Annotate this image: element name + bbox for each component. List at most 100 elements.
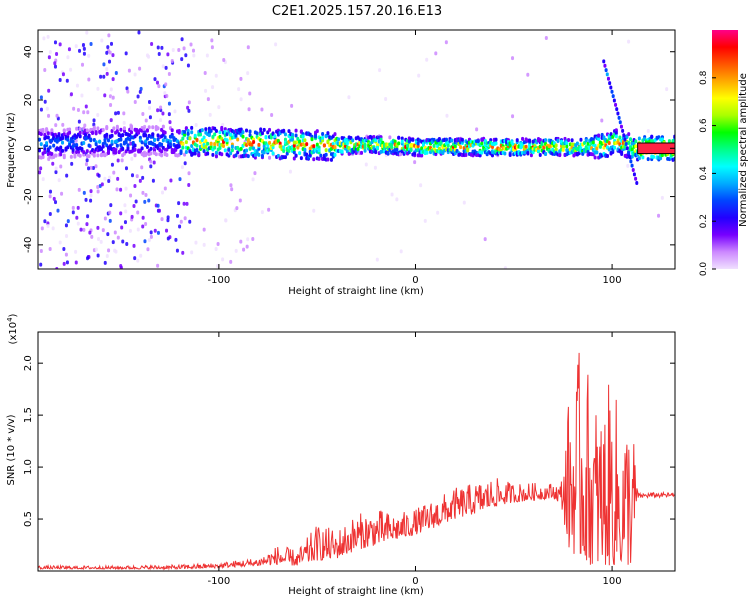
spectrogram-cell	[96, 153, 100, 158]
spectrogram-cell	[345, 141, 349, 146]
spectrogram-cell	[38, 148, 41, 153]
spectrogram-cell	[52, 143, 56, 148]
spectrogram-cell	[156, 263, 160, 268]
spectrogram-cell	[214, 129, 218, 134]
spectrogram-cell	[124, 51, 128, 56]
spectrogram-cell	[139, 86, 143, 91]
spectrogram-cell	[109, 118, 113, 123]
spectrogram-cell	[646, 157, 650, 162]
spectrogram-cell	[199, 132, 203, 137]
spectrogram-cell	[262, 127, 266, 132]
spectrogram-cell	[252, 140, 256, 145]
spectrogram-cell	[204, 144, 208, 149]
spectrogram-cell	[111, 53, 115, 58]
spectrogram-cell	[480, 141, 484, 146]
spectrogram-cell	[253, 171, 257, 176]
spectrogram-cell	[209, 141, 213, 146]
snr-line	[38, 352, 675, 571]
spectrogram-cell	[641, 155, 645, 160]
spectrogram-cell	[121, 239, 125, 244]
spectrogram-cell	[406, 143, 410, 148]
spectrogram-cell	[301, 134, 305, 139]
spectrogram-cell	[602, 135, 606, 140]
spectrogram-cell	[208, 112, 212, 117]
spectrogram-cell	[96, 225, 100, 230]
spectrogram-cell	[140, 146, 144, 151]
spectrogram-cell	[185, 201, 189, 206]
spectrogram-cell	[271, 151, 275, 156]
snr-panel: -100 0 100 0.5 1.0 1.5 2.0 Height of straight…	[6, 313, 676, 597]
spectrogram-cell	[288, 169, 292, 174]
spectrogram-cell	[116, 176, 120, 181]
spectrogram-cell	[103, 93, 107, 98]
spectrogram-cell	[236, 150, 240, 155]
spectrogram-cell	[420, 146, 424, 151]
spectrogram-frame	[37, 29, 676, 270]
spectrogram-cell	[124, 186, 128, 191]
spectrogram-cell	[83, 123, 87, 128]
spectrogram-cell	[260, 107, 264, 112]
spectrogram-cell	[149, 159, 153, 164]
spectrogram-cell	[360, 150, 364, 155]
snr-frame	[37, 331, 676, 572]
spectrogram-cell	[629, 159, 633, 164]
spectrogram-cell	[144, 192, 148, 197]
spectrogram-cell	[149, 234, 153, 239]
spectrogram-cell	[299, 156, 303, 161]
spectrogram-cell	[584, 138, 588, 143]
spectrogram-cell	[450, 138, 454, 143]
spectrogram-cell	[70, 161, 74, 166]
spectrogram-cell	[337, 137, 341, 142]
spectrogram-cell	[190, 125, 194, 130]
spectrogram-cell	[262, 150, 266, 155]
spectrogram-cell	[43, 149, 47, 154]
spectrogram-cell	[315, 129, 319, 134]
spectrogram-cell	[282, 149, 286, 154]
spectrogram-cell	[52, 196, 56, 201]
spectrogram-cell	[554, 143, 558, 148]
spectrogram-cell	[39, 166, 43, 171]
spectrogram-cell	[165, 228, 169, 233]
spectrogram-cell	[333, 145, 337, 150]
spectrogram-cell	[189, 42, 193, 47]
spectrogram-cell	[85, 128, 89, 133]
spectrogram-cell	[156, 203, 160, 208]
spectrogram-cell	[109, 41, 113, 46]
spectrogram-cell	[71, 139, 75, 144]
spectrogram-cell	[375, 257, 379, 262]
spectrogram-cell	[58, 77, 62, 82]
spectrogram-cell	[561, 147, 565, 152]
spectrogram-cell	[178, 177, 182, 182]
spectrogram-cell	[632, 172, 636, 177]
spectrogram-cell	[188, 219, 192, 224]
spectrogram-cell	[565, 140, 569, 145]
spectrogram-cell	[109, 102, 113, 107]
spectrogram-cell	[167, 71, 171, 76]
spectrogram-cell	[299, 129, 303, 134]
spectrogram-cell	[103, 137, 107, 142]
spectrogram-cell	[194, 240, 198, 245]
spectrogram-cell	[154, 152, 158, 157]
spectrogram-cell	[89, 137, 93, 142]
spectrogram-cell	[326, 131, 330, 136]
spectrogram-cell	[420, 153, 424, 158]
spectrogram-cell	[460, 137, 464, 142]
spectrogram-cell	[174, 237, 178, 242]
spectrogram-cell	[614, 102, 618, 107]
spectrogram-cell	[317, 148, 321, 153]
spectrogram-cell	[375, 145, 379, 150]
spectrogram-cell	[136, 258, 140, 263]
spectrogram-cell	[62, 128, 66, 133]
spectrogram-cell	[267, 207, 271, 212]
spectrogram-cell	[122, 111, 126, 116]
spectrogram-cell	[180, 165, 184, 170]
spectrogram-cell	[156, 230, 160, 235]
spectrogram-cell	[187, 183, 191, 188]
spectrogram-cell	[270, 112, 274, 117]
spectrogram-cell	[205, 53, 209, 58]
spectrogram-cell	[322, 143, 326, 148]
spectrogram-cell	[624, 141, 628, 146]
spectrogram-cell	[84, 162, 88, 167]
spectrogram-cell	[39, 142, 43, 147]
spectrogram-cell	[273, 134, 277, 139]
